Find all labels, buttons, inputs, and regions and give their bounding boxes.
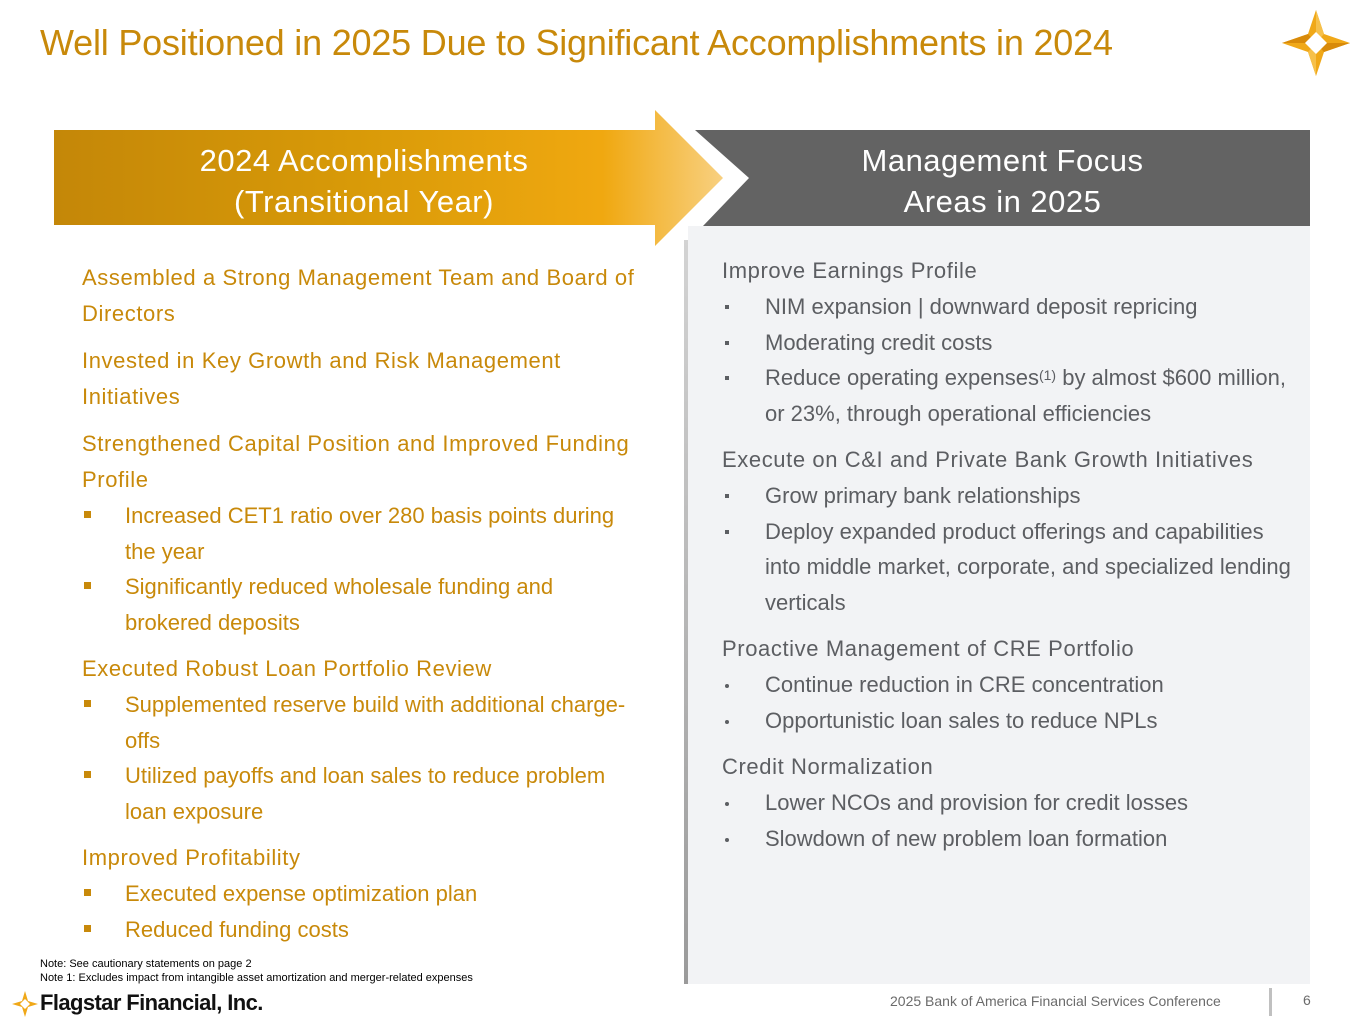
flagstar-star-icon bbox=[1282, 10, 1350, 76]
accomplishments-banner-line1: 2024 Accomplishments bbox=[199, 143, 529, 178]
accomplishment-heading: Strengthened Capital Position and Improv… bbox=[82, 431, 630, 492]
panel-divider bbox=[684, 240, 690, 984]
focus-section: Credit Normalization Lower NCOs and prov… bbox=[722, 749, 1297, 856]
note-expenses: Note 1: Excludes impact from intangible … bbox=[40, 972, 473, 984]
accomplishment-heading: Assembled a Strong Management Team and B… bbox=[82, 265, 635, 326]
focus-areas-list: Improve Earnings Profile NIM expansion |… bbox=[722, 253, 1297, 867]
expense-text-pre: Reduce operating expenses bbox=[765, 365, 1039, 390]
focus-bullet: Deploy expanded product offerings and ca… bbox=[722, 514, 1297, 621]
focus-heading: Improve Earnings Profile bbox=[722, 258, 978, 283]
focus-section: Improve Earnings Profile NIM expansion |… bbox=[722, 253, 1297, 431]
note-cautionary: Note: See cautionary statements on page … bbox=[40, 958, 252, 970]
focus-bullet: Slowdown of new problem loan formation bbox=[722, 821, 1297, 857]
accomplishments-banner: 2024 Accomplishments (Transitional Year) bbox=[54, 110, 724, 246]
accomplishment-bullet: Significantly reduced wholesale funding … bbox=[82, 569, 642, 640]
focus-section: Execute on C&I and Private Bank Growth I… bbox=[722, 442, 1297, 620]
accomplishment-section: Assembled a Strong Management Team and B… bbox=[82, 260, 642, 332]
focus-heading: Credit Normalization bbox=[722, 754, 934, 779]
focus-areas-banner-line1: Management Focus bbox=[861, 143, 1144, 178]
focus-areas-banner: Management Focus Areas in 2025 bbox=[695, 130, 1310, 226]
focus-heading: Proactive Management of CRE Portfolio bbox=[722, 636, 1135, 661]
accomplishments-banner-line2: (Transitional Year) bbox=[234, 184, 494, 219]
accomplishment-bullet: Reduced funding costs bbox=[82, 912, 642, 948]
focus-areas-banner-line2: Areas in 2025 bbox=[903, 184, 1102, 219]
accomplishment-section: Strengthened Capital Position and Improv… bbox=[82, 426, 642, 640]
focus-section: Proactive Management of CRE Portfolio Co… bbox=[722, 631, 1297, 738]
accomplishment-bullet: Utilized payoffs and loan sales to reduc… bbox=[82, 758, 642, 829]
slide-title: Well Positioned in 2025 Due to Significa… bbox=[40, 22, 1113, 63]
company-name: Flagstar Financial, Inc. bbox=[40, 990, 263, 1015]
expense-text-post: by almost $600 million, or 23%, through … bbox=[765, 365, 1286, 426]
accomplishment-section: Executed Robust Loan Portfolio Review Su… bbox=[82, 651, 642, 829]
focus-bullet: Lower NCOs and provision for credit loss… bbox=[722, 785, 1297, 821]
focus-bullet: Moderating credit costs bbox=[722, 325, 1297, 361]
accomplishment-heading: Executed Robust Loan Portfolio Review bbox=[82, 656, 492, 681]
flagstar-footer-icon bbox=[12, 991, 38, 1017]
focus-areas-panel bbox=[688, 226, 1310, 984]
focus-heading: Execute on C&I and Private Bank Growth I… bbox=[722, 447, 1254, 472]
page-number: 6 bbox=[1303, 992, 1311, 1008]
focus-bullet-expenses: Reduce operating expenses(1) by almost $… bbox=[722, 360, 1297, 431]
accomplishment-bullet: Executed expense optimization plan bbox=[82, 876, 642, 912]
footnotes: Note: See cautionary statements on page … bbox=[40, 957, 473, 985]
focus-bullet: Opportunistic loan sales to reduce NPLs bbox=[722, 703, 1297, 739]
footnote-marker: (1) bbox=[1038, 367, 1057, 383]
focus-bullet: Grow primary bank relationships bbox=[722, 478, 1297, 514]
accomplishment-section: Improved Profitability Executed expense … bbox=[82, 840, 642, 947]
accomplishment-section: Invested in Key Growth and Risk Manageme… bbox=[82, 343, 642, 415]
focus-bullet: Continue reduction in CRE concentration bbox=[722, 667, 1297, 703]
accomplishment-bullet: Supplemented reserve build with addition… bbox=[82, 687, 642, 758]
accomplishment-heading: Invested in Key Growth and Risk Manageme… bbox=[82, 348, 561, 409]
accomplishment-bullet: Increased CET1 ratio over 280 basis poin… bbox=[82, 498, 642, 569]
conference-name: 2025 Bank of America Financial Services … bbox=[890, 993, 1221, 1009]
focus-bullet: NIM expansion | downward deposit reprici… bbox=[722, 289, 1297, 325]
footer-divider bbox=[1269, 988, 1272, 1016]
accomplishment-heading: Improved Profitability bbox=[82, 845, 301, 870]
accomplishments-list: Assembled a Strong Management Team and B… bbox=[82, 260, 642, 958]
